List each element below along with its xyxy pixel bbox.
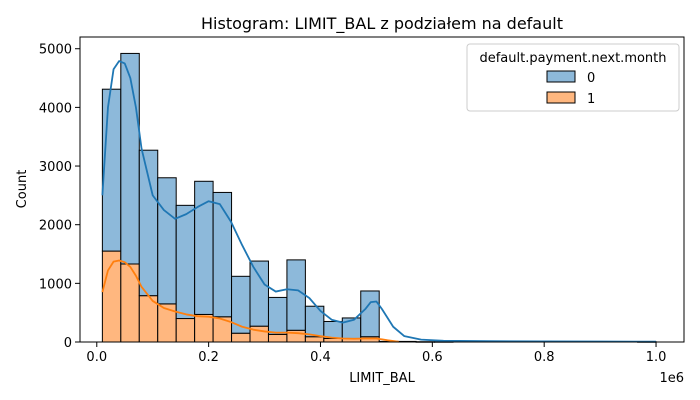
- y-tick-label-1: 1000: [39, 277, 72, 292]
- legend-swatch-0: [546, 70, 576, 83]
- bar-series-0-bin-1: [120, 52, 140, 265]
- bar-series-0-bin-0: [101, 88, 122, 252]
- bar-series-0-bin-9: [267, 296, 288, 335]
- bar-series-0-bin-6: [212, 191, 233, 318]
- kde-line-0: [101, 60, 657, 343]
- legend-entry-1: 1: [587, 92, 595, 107]
- bar-series-1-bin-5: [194, 313, 214, 343]
- bars-group: [101, 52, 657, 343]
- bar-series-1-bin-11: [304, 336, 325, 343]
- bar-series-0-bin-12: [323, 320, 343, 339]
- kde-curves-group: [101, 60, 657, 343]
- x-tick-label-3: 0.6: [422, 350, 443, 365]
- bar-series-0-bin-7: [231, 275, 251, 334]
- y-tick-label-3: 3000: [39, 160, 72, 175]
- kde-line-1: [101, 259, 399, 343]
- y-axis-label: Count: [15, 170, 30, 209]
- bar-series-0-bin-8: [249, 260, 269, 327]
- bar-series-0-bin-2: [138, 149, 159, 297]
- bar-series-0-bin-3: [157, 177, 177, 305]
- y-tick-label-5: 5000: [39, 43, 72, 58]
- bar-series-1-bin-7: [231, 332, 251, 343]
- y-tick-label-0: 0: [64, 336, 72, 351]
- x-tick-label-2: 0.4: [310, 350, 331, 365]
- x-tick-label-1: 0.2: [198, 350, 219, 365]
- bar-series-0-bin-14: [360, 290, 380, 338]
- x-tick-label-5: 1.0: [646, 350, 667, 365]
- chart-title: Histogram: LIMIT_BAL z podziałem na defa…: [201, 14, 563, 34]
- bar-series-1-bin-9: [267, 333, 288, 343]
- x-ticks-group: 0.0 0.2 0.4 0.6 0.8 1.0: [86, 342, 666, 365]
- y-ticks-group: 0 1000 2000 3000 4000 5000: [39, 43, 80, 351]
- plot-frame: [79, 36, 685, 343]
- bar-series-0-bin-10: [286, 259, 306, 331]
- legend-swatch-1: [546, 91, 576, 104]
- y-tick-label-2: 2000: [39, 219, 72, 234]
- bar-series-1-bin-8: [249, 325, 269, 343]
- x-axis-offset-label: 1e6: [659, 371, 684, 386]
- legend-title: default.payment.next.month: [479, 51, 666, 66]
- bar-series-1-bin-4: [175, 318, 196, 343]
- y-tick-label-4: 4000: [39, 101, 72, 116]
- bar-series-0-bin-4: [175, 204, 196, 320]
- x-tick-label-4: 0.8: [534, 350, 555, 365]
- x-axis-label: LIMIT_BAL: [349, 371, 415, 386]
- legend: default.payment.next.month 0 1: [466, 43, 680, 112]
- x-tick-label-0: 0.0: [86, 350, 107, 365]
- legend-entry-0: 0: [587, 71, 595, 86]
